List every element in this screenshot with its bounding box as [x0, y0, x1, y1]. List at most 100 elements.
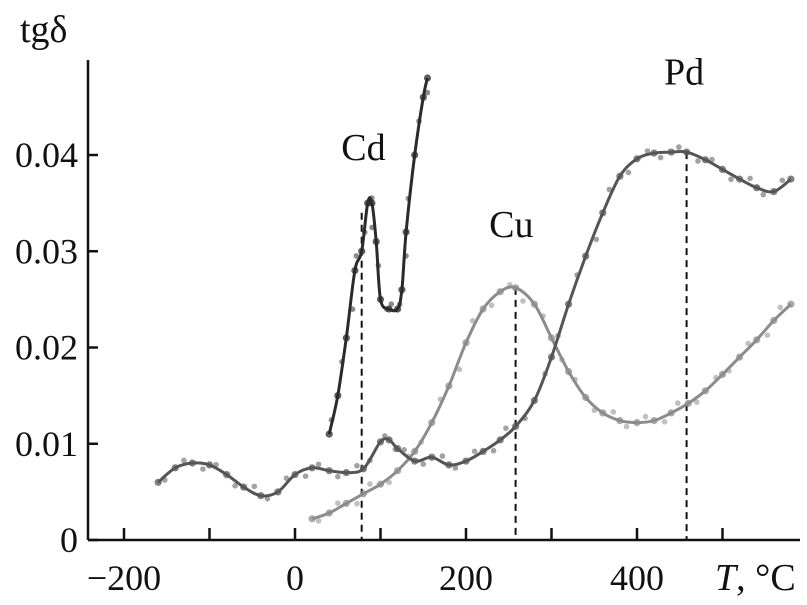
series-cu-point: [745, 340, 751, 347]
y-tick-label: 0.02: [15, 328, 78, 368]
series-cu-point: [616, 417, 624, 425]
series-cd-point: [402, 228, 410, 236]
series-cu-point: [469, 318, 476, 324]
series-pd-point: [223, 471, 231, 479]
series-cu-point: [462, 339, 470, 347]
series-cu-point: [565, 368, 573, 376]
series-pd-point: [582, 252, 590, 260]
series-cu-point: [572, 376, 578, 383]
series-pd-point: [625, 169, 632, 176]
series-pd-point: [428, 453, 436, 461]
series-pd-point: [718, 165, 727, 173]
series-label-cd: Cd: [341, 127, 385, 169]
series-pd-point: [315, 461, 322, 468]
series-cu-point: [610, 409, 617, 415]
series-pd-point: [240, 483, 248, 491]
series-cu-point: [315, 518, 322, 524]
series-cu-point: [325, 509, 333, 517]
series-pd-point: [354, 462, 360, 469]
series-pd-point: [251, 483, 258, 490]
x-axis-title-variable: T: [715, 557, 739, 599]
series-cd-point: [361, 229, 368, 235]
series-pd-point: [644, 148, 651, 154]
series-cu-point: [496, 288, 504, 296]
series-label-cu: Cu: [489, 204, 533, 246]
series-cu-point: [445, 382, 453, 390]
series-cu-point: [559, 356, 565, 363]
series-pd-point: [728, 176, 734, 183]
series-pd-point: [264, 496, 271, 502]
x-tick-label: −200: [87, 558, 161, 598]
series-cu-point: [428, 419, 436, 427]
series-pd-point: [283, 475, 290, 482]
series-pd-point: [382, 433, 388, 439]
series-layer: [154, 74, 795, 524]
series-pd-point: [394, 445, 402, 453]
series-cd-point: [419, 93, 427, 101]
series-labels: Cd Cu Pd: [341, 52, 704, 246]
series-cd-point: [369, 195, 375, 201]
series-cu-point: [675, 400, 681, 406]
series-cd-point: [325, 430, 333, 438]
dashed-markers: [360, 152, 688, 540]
series-pd-point: [779, 177, 786, 184]
series-cu-point: [367, 481, 373, 487]
y-tick-label: 0.03: [15, 231, 78, 271]
series-cu-point: [599, 409, 607, 417]
series-pd-point: [496, 436, 504, 444]
series-pd-point: [599, 209, 607, 217]
series-cu-point: [650, 417, 658, 425]
series-pd-point: [760, 191, 767, 198]
series-cd-point: [403, 253, 409, 259]
series-pd-point: [542, 371, 548, 377]
series-pd-point: [503, 425, 509, 432]
series-pd-point: [616, 172, 624, 180]
series-pd-point: [511, 422, 520, 430]
series-pd-point: [171, 464, 179, 472]
series-cu-point: [753, 336, 761, 344]
series-cu-point: [511, 284, 520, 292]
series-pd-point: [593, 236, 600, 243]
series-pd-point: [291, 471, 299, 479]
series-pd-point: [411, 457, 419, 465]
series-cd-point: [398, 286, 406, 294]
series-cu-point: [359, 490, 367, 498]
series-cd-point: [372, 238, 380, 246]
series-pd-point: [683, 148, 691, 156]
x-tick-label: 0: [286, 558, 304, 598]
series-cu-point: [479, 305, 487, 313]
series-cu-point: [591, 407, 598, 414]
series-pd-point: [232, 483, 238, 489]
series-cu-point: [642, 413, 649, 420]
series-pd-point: [200, 466, 206, 472]
series-pd-point: [325, 467, 333, 475]
series-pd-point: [667, 148, 675, 156]
series-pd-point: [555, 332, 561, 339]
x-axis-title-unit: , °C: [736, 557, 796, 599]
series-pd-point: [367, 457, 373, 464]
series-pd-point: [420, 461, 427, 467]
series-cu-point: [701, 387, 710, 395]
series-pd-point: [274, 488, 282, 496]
series-cd-point: [394, 305, 402, 313]
series-cu-point: [386, 479, 392, 486]
x-tick-label: 400: [610, 558, 664, 598]
series-pd-point: [522, 415, 528, 422]
series-cd-point: [351, 266, 359, 275]
series-pd-point: [445, 461, 453, 469]
series-pd-point: [181, 457, 187, 464]
series-cu-point: [394, 467, 402, 475]
series-cd-point: [334, 392, 342, 400]
series-cd: [325, 74, 432, 438]
series-cu-point: [718, 370, 727, 378]
series-pd-point: [530, 396, 539, 404]
series-pd-point: [770, 188, 778, 196]
series-pd-point: [162, 477, 168, 483]
y-tick-label: 0.01: [15, 424, 78, 464]
series-cd-point: [353, 253, 360, 259]
series-cu-point: [418, 439, 425, 445]
series-pd-point: [479, 447, 487, 455]
series-pd-point: [471, 448, 478, 455]
series-pd-point: [385, 436, 393, 444]
